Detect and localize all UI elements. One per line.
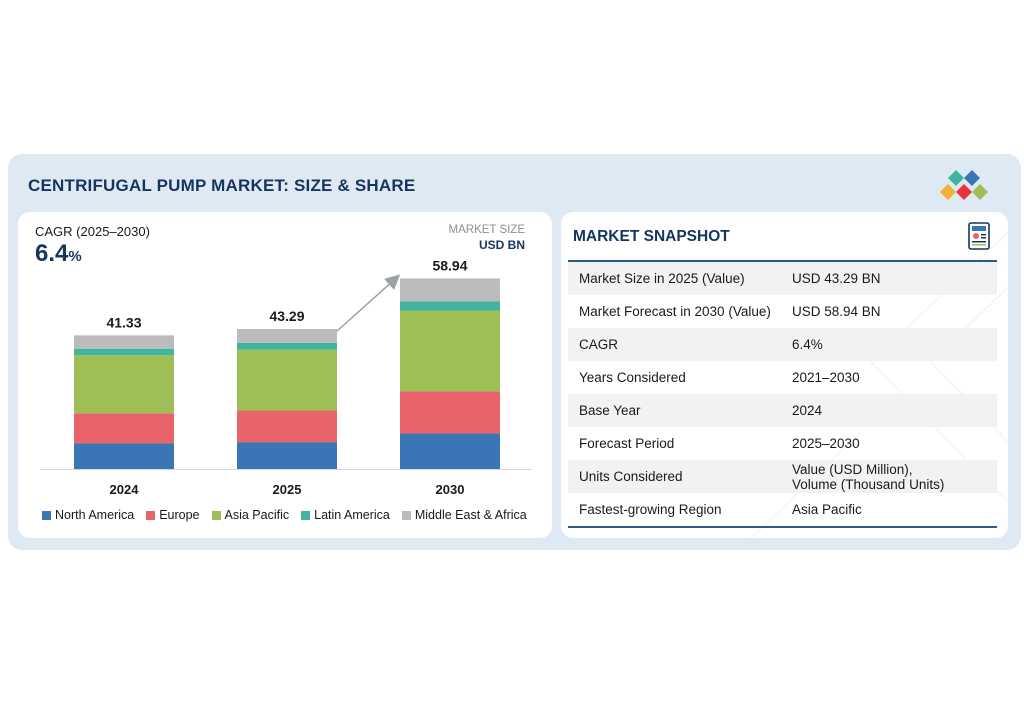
report-document-icon	[968, 222, 990, 250]
snapshot-top-rule	[568, 260, 997, 262]
legend-label: Latin America	[314, 508, 390, 522]
chart-legend: North America Europe Asia Pacific Latin Ame…	[42, 508, 527, 522]
bar-segment-europe-2030	[400, 391, 500, 434]
bar-segment-latin-america-2030	[400, 301, 500, 311]
market-size-label: MARKET SIZE	[448, 224, 525, 236]
snapshot-title: MARKET SNAPSHOT	[573, 228, 730, 245]
snapshot-row: Forecast Period 2025–2030	[568, 427, 997, 460]
snapshot-row-value: 6.4%	[792, 328, 997, 361]
legend-item-middle-east-africa: Middle East & Africa	[401, 508, 527, 522]
snapshot-row: Units Considered Value (USD Million), Volu…	[568, 460, 997, 493]
legend-label: Middle East & Africa	[414, 508, 527, 522]
snapshot-row: CAGR 6.4%	[568, 328, 997, 361]
bar-segment-latin-america-2024	[74, 348, 174, 356]
legend-item-europe: Europe	[146, 508, 200, 522]
snapshot-table: Market Size in 2025 (Value) USD 43.29 BN M…	[568, 262, 997, 526]
cagr-number: 6.4	[35, 240, 69, 267]
legend-swatch	[301, 510, 311, 520]
legend-item-latin-america: Latin America	[301, 508, 390, 522]
bar-segment-asia-pacific-2024	[74, 355, 174, 414]
total-label-2024: 41.33	[106, 314, 141, 330]
x-tick-label-2024: 2024	[110, 482, 140, 497]
bar-segment-middle-east-africa-2030	[400, 278, 500, 302]
bar-segment-asia-pacific-2025	[237, 349, 337, 411]
snapshot-row-label: Years Considered	[579, 370, 686, 385]
snapshot-row-value: 2024	[792, 394, 997, 427]
snapshot-row: Market Size in 2025 (Value) USD 43.29 BN	[568, 262, 997, 295]
snapshot-row-label: Fastest-growing Region	[579, 502, 722, 517]
bar-segment-north-america-2025	[237, 442, 337, 469]
legend-swatch	[146, 510, 156, 520]
legend-label: Europe	[159, 508, 200, 522]
bar-segment-middle-east-africa-2024	[74, 335, 174, 349]
legend-swatch	[42, 510, 51, 520]
stacked-bar-chart: 41.33 2024 43.29 2025 58.94 2030	[40, 257, 532, 497]
growth-arrow	[336, 274, 401, 332]
market-size-unit: USD BN	[478, 238, 525, 252]
snapshot-row-value: USD 58.94 BN	[792, 304, 881, 319]
snapshot-row: Base Year 2024	[568, 394, 997, 427]
snapshot-row-label: Forecast Period	[579, 436, 675, 451]
page-title: CENTRIFUGAL PUMP MARKET: SIZE & SHARE	[28, 176, 416, 195]
snapshot-row: Fastest-growing Region Asia Pacific	[568, 493, 997, 526]
bar-segment-north-america-2024	[74, 443, 174, 469]
snapshot-row-label: Units Considered	[568, 460, 792, 493]
x-tick-label-2030: 2030	[436, 482, 465, 497]
snapshot-row-label: Market Forecast in 2030 (Value)	[579, 304, 771, 319]
snapshot-row: Years Considered 2021–2030	[568, 361, 997, 394]
bar-segment-europe-2024	[74, 413, 174, 444]
snapshot-row-value: Value (USD Million), Volume (Thousand Uni…	[792, 460, 997, 493]
legend-item-asia-pacific: Asia Pacific	[211, 508, 290, 522]
snapshot-bottom-rule	[568, 526, 997, 528]
snapshot-row-value: USD 43.29 BN	[792, 262, 997, 295]
cagr-unit: %	[68, 248, 82, 265]
snapshot-row: Market Forecast in 2030 (Value) USD 58.94…	[568, 295, 997, 328]
snapshot-row-label: Base Year	[568, 394, 792, 427]
bar-segment-north-america-2030	[400, 433, 500, 469]
snapshot-row-label: CAGR	[568, 328, 792, 361]
bar-segment-latin-america-2025	[237, 342, 337, 350]
cagr-value: 6.4%	[35, 240, 82, 268]
bar-segment-europe-2025	[237, 410, 337, 443]
total-label-2030: 58.94	[432, 257, 467, 273]
total-label-2025: 43.29	[269, 308, 304, 324]
legend-swatch	[211, 510, 221, 520]
legend-label: North America	[55, 508, 135, 522]
snapshot-row-label: Market Size in 2025 (Value)	[568, 262, 792, 295]
legend-label: Asia Pacific	[224, 508, 290, 522]
legend-item-north-america: North America	[42, 508, 134, 522]
cagr-label: CAGR (2025–2030)	[35, 224, 150, 239]
bar-segment-middle-east-africa-2025	[237, 329, 337, 343]
brand-logo-icon	[940, 170, 988, 200]
x-tick-label-2025: 2025	[273, 482, 302, 497]
snapshot-row-value: 2025–2030	[792, 436, 860, 451]
bar-segment-asia-pacific-2030	[400, 310, 500, 392]
snapshot-row-value: Asia Pacific	[792, 502, 862, 517]
legend-swatch	[401, 510, 411, 520]
snapshot-row-value: 2021–2030	[792, 370, 860, 385]
